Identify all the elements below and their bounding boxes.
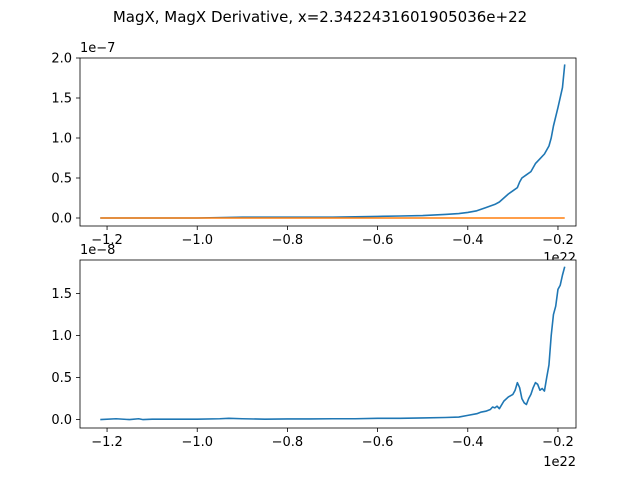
top-ytick-label: 0.5: [51, 172, 72, 187]
bottom-ytick-group: 0.0 0.5 1.0 1.5: [51, 287, 80, 428]
top-xtick-group: −1.2 −1.0 −0.8 −0.6 −0.4 −0.2: [91, 226, 574, 248]
top-axes: −1.2 −1.0 −0.8 −0.6 −0.4 −0.2 0.0 0.5 1.0 1.5 2.0…: [51, 41, 577, 266]
top-y-offset-label: 1e−7: [80, 41, 115, 56]
bottom-xtick-label: −0.8: [272, 435, 304, 450]
top-xtick-label: −0.2: [542, 233, 574, 248]
bottom-ytick-label: 1.0: [51, 329, 72, 344]
bottom-series-line-1: [100, 266, 566, 421]
top-xtick-label: −0.4: [452, 233, 484, 248]
top-xtick-label: −1.2: [91, 233, 123, 248]
top-xtick-label: −0.6: [362, 233, 394, 248]
top-ytick-group: 0.0 0.5 1.0 1.5 2.0: [51, 52, 80, 227]
bottom-xtick-group: −1.2 −1.0 −0.8 −0.6 −0.4 −0.2: [91, 428, 574, 450]
bottom-axes: −1.2 −1.0 −0.8 −0.6 −0.4 −0.2 0.0 0.5 1.0 1.5 1e…: [51, 243, 577, 470]
figure-suptitle: MagX, MagX Derivative, x=2.3422431601905…: [113, 8, 527, 26]
bottom-ytick-label: 0.0: [51, 413, 72, 428]
bottom-xtick-label: −0.4: [452, 435, 484, 450]
top-xtick-label: −1.0: [181, 233, 213, 248]
bottom-axes-frame: [79, 259, 577, 429]
bottom-xtick-label: −1.0: [181, 435, 213, 450]
top-ytick-label: 2.0: [51, 52, 72, 67]
top-ytick-label: 0.0: [51, 212, 72, 227]
top-ytick-label: 1.0: [51, 132, 72, 147]
bottom-xtick-label: −1.2: [91, 435, 123, 450]
bottom-xtick-label: −0.2: [542, 435, 574, 450]
bottom-ytick-label: 1.5: [51, 287, 72, 302]
top-series-line-1: [100, 64, 566, 219]
bottom-ytick-label: 0.5: [51, 371, 72, 386]
bottom-xtick-label: −0.6: [362, 435, 394, 450]
bottom-y-offset-label: 1e−8: [80, 243, 115, 258]
top-ytick-label: 1.5: [51, 92, 72, 107]
top-series-group: [100, 64, 566, 219]
bottom-x-offset-label: 1e22: [543, 455, 576, 470]
bottom-series-group: [100, 266, 566, 421]
top-axes-frame: [79, 57, 577, 227]
top-xtick-label: −0.8: [272, 233, 304, 248]
